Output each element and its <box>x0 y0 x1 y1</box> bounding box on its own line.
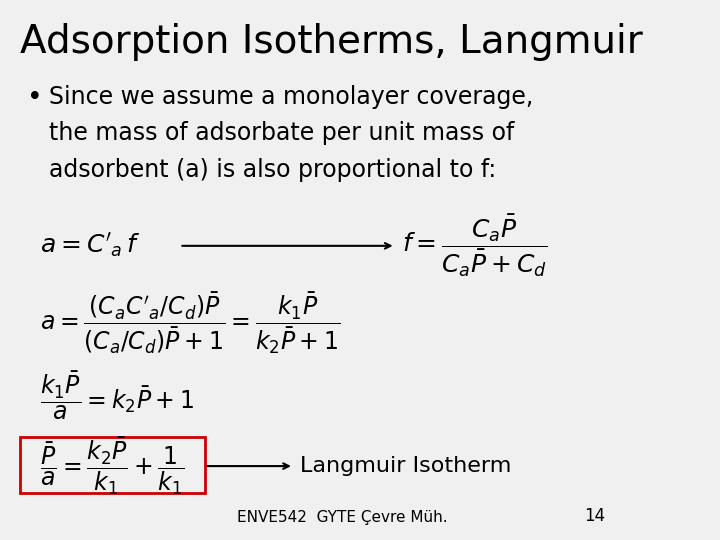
Text: $\dfrac{k_1\bar{P}}{a} = k_2\bar{P}+1$: $\dfrac{k_1\bar{P}}{a} = k_2\bar{P}+1$ <box>40 370 194 422</box>
Text: ENVE542  GYTE Çevre Müh.: ENVE542 GYTE Çevre Müh. <box>237 510 447 525</box>
Text: adsorbent (a) is also proportional to f:: adsorbent (a) is also proportional to f: <box>49 158 496 182</box>
Text: Langmuir Isotherm: Langmuir Isotherm <box>300 456 511 476</box>
Text: Since we assume a monolayer coverage,: Since we assume a monolayer coverage, <box>49 85 534 109</box>
Text: •: • <box>27 85 42 111</box>
Text: $a = C'_a\, f$: $a = C'_a\, f$ <box>40 232 140 260</box>
Text: $a = \dfrac{(C_a C'_a / C_d)\bar{P}}{(C_a/C_d)\bar{P}+1} = \dfrac{k_1\bar{P}}{k_: $a = \dfrac{(C_a C'_a / C_d)\bar{P}}{(C_… <box>40 291 340 356</box>
Text: 14: 14 <box>584 507 606 525</box>
Text: Adsorption Isotherms, Langmuir: Adsorption Isotherms, Langmuir <box>20 23 643 61</box>
Text: $f = \dfrac{C_a\bar{P}}{C_a\bar{P} + C_d}$: $f = \dfrac{C_a\bar{P}}{C_a\bar{P} + C_d… <box>402 213 547 279</box>
Text: the mass of adsorbate per unit mass of: the mass of adsorbate per unit mass of <box>49 121 515 145</box>
Text: $\dfrac{\bar{P}}{a} = \dfrac{k_2\bar{P}}{k_1} + \dfrac{1}{k_1}$: $\dfrac{\bar{P}}{a} = \dfrac{k_2\bar{P}}… <box>40 435 184 497</box>
